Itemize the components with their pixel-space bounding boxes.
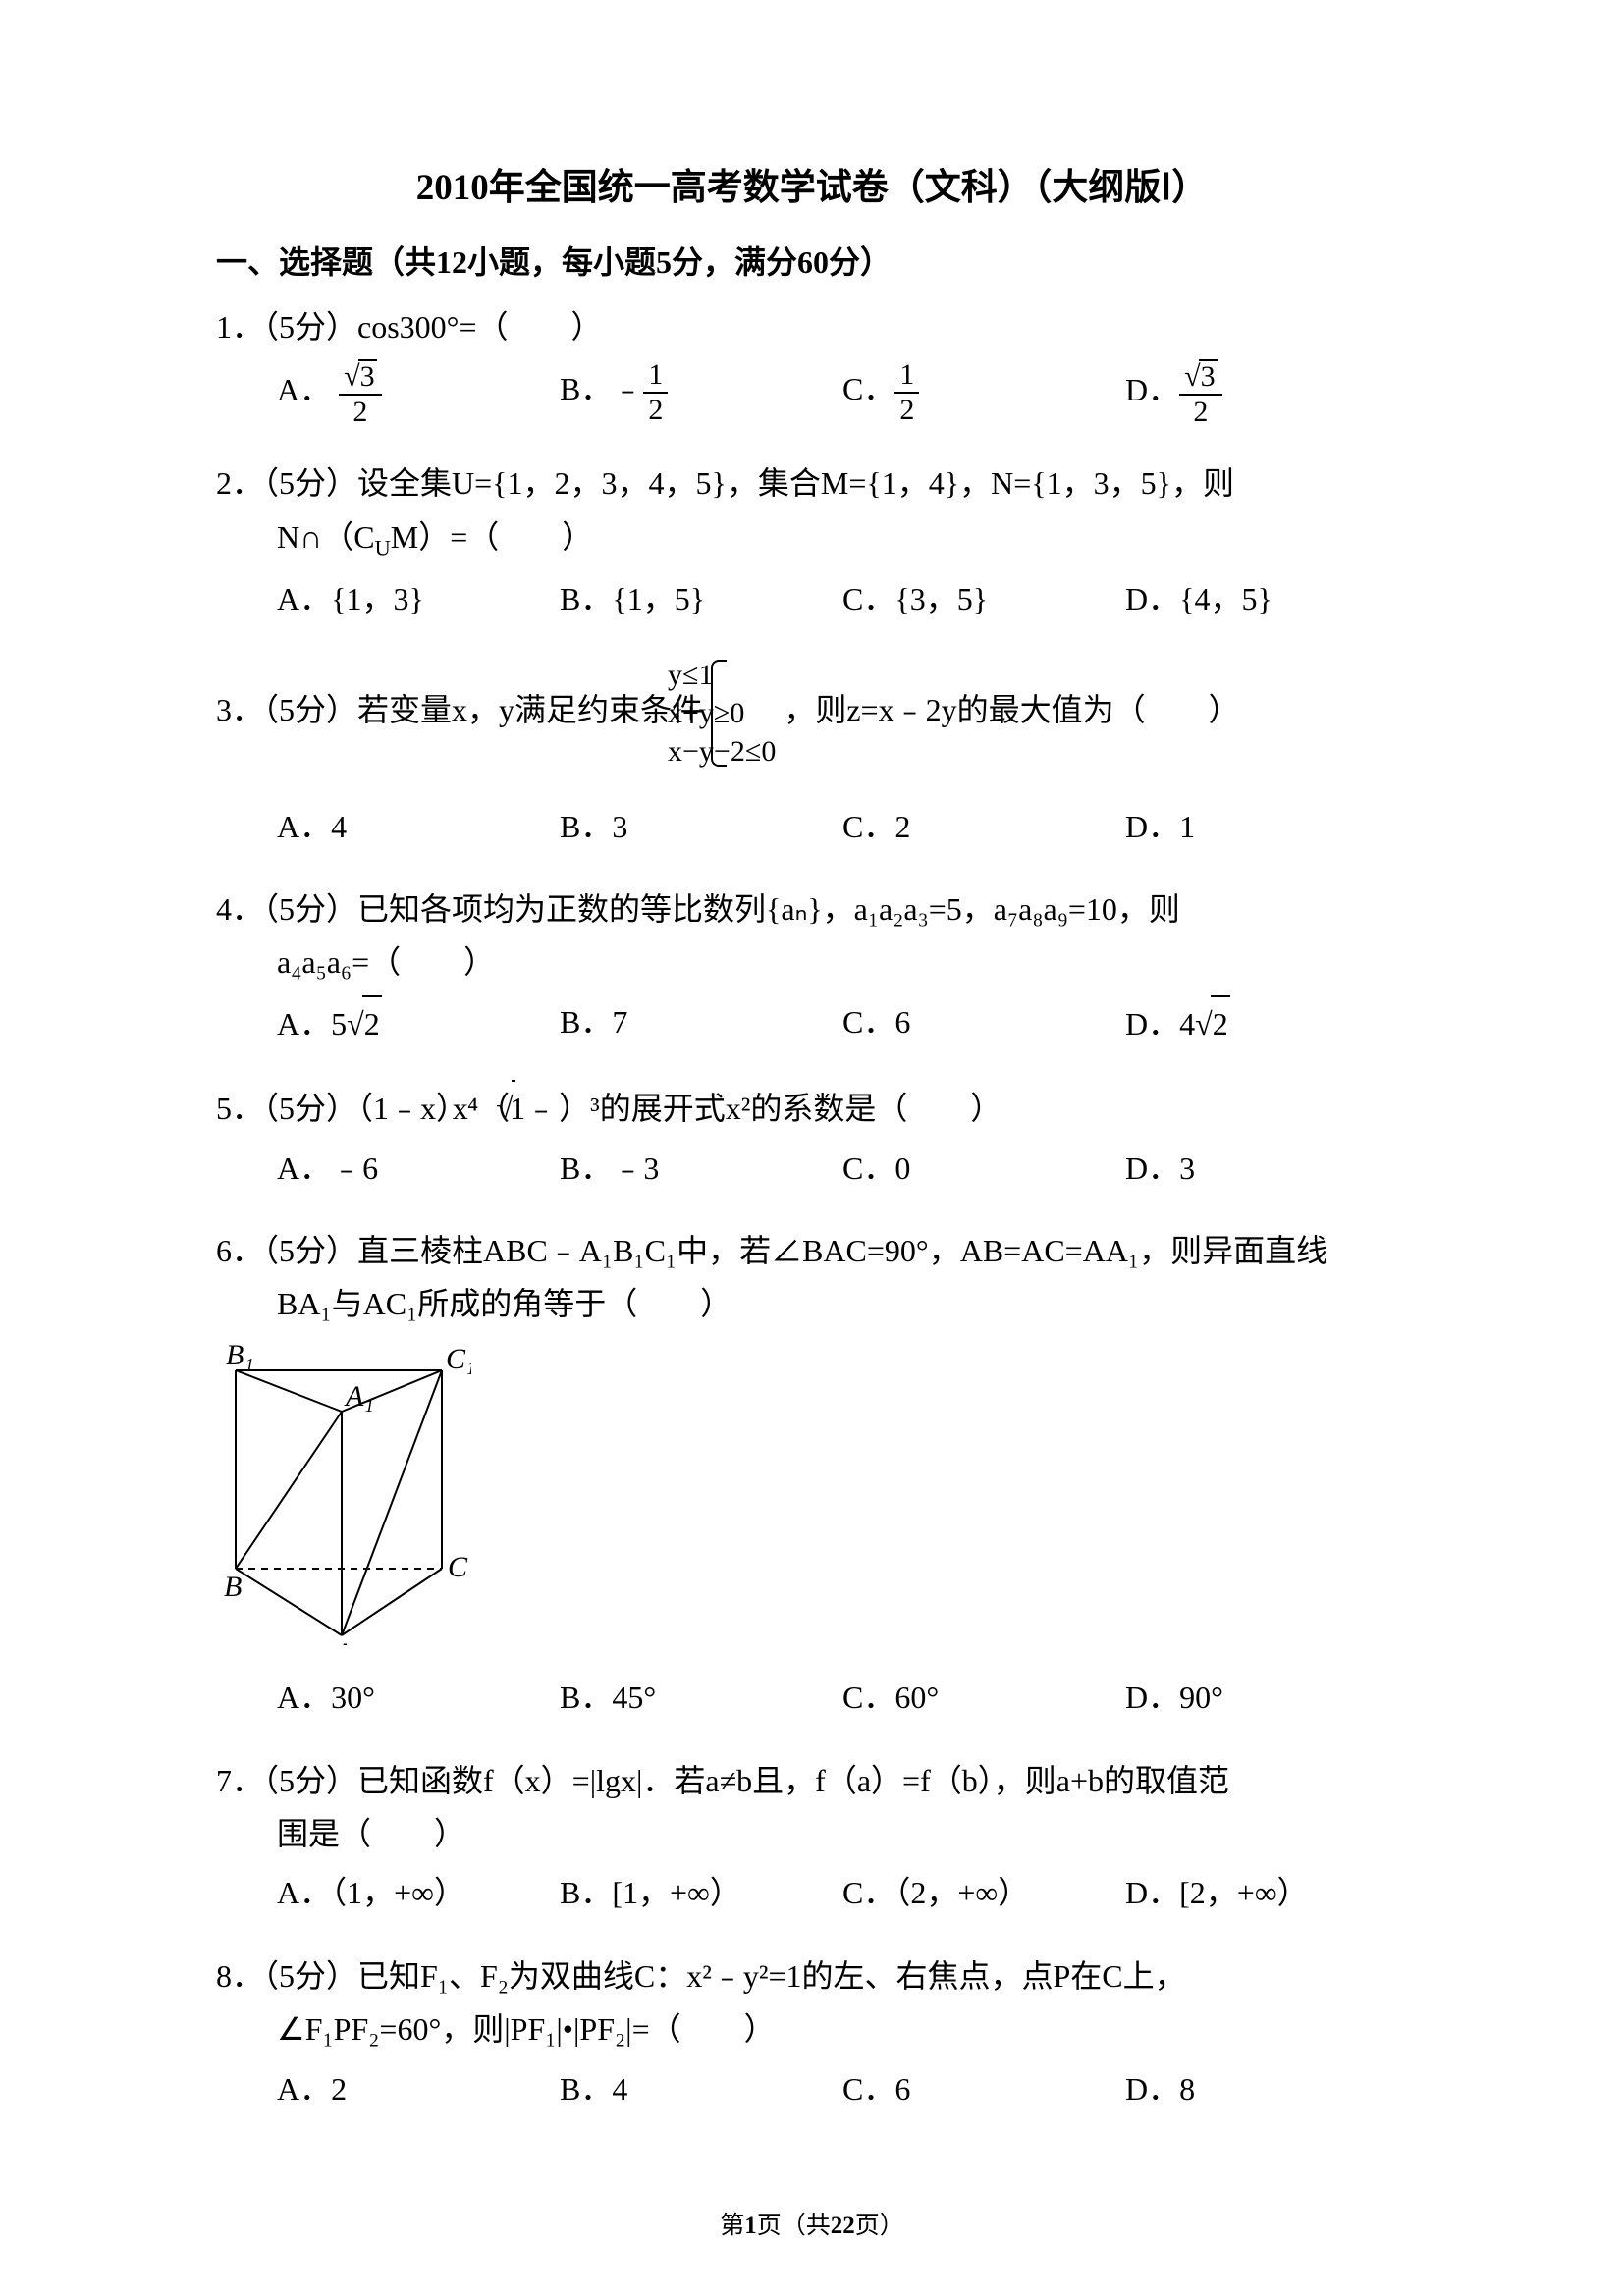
q8-stem2: ∠F₁PF₂=60°，则|PF₁|•|PF₂|=（ ） <box>216 2002 1408 2056</box>
q1-option-C: C．12 <box>842 359 1125 427</box>
svg-text:B: B <box>224 1571 242 1603</box>
q7-stem: 7．（5分）已知函数f（x）=|lgx|．若a≠b且，f（a）=f（b），则a+… <box>216 1754 1408 1807</box>
q5-option-B: B．﹣3 <box>560 1142 842 1195</box>
q8-option-A: A．2 <box>277 2062 560 2115</box>
q6-option-D: D．90° <box>1125 1671 1408 1724</box>
sqrt-icon: 3 <box>1184 359 1217 393</box>
q5-option-D: D．3 <box>1125 1142 1408 1195</box>
q4-option-C: C．6 <box>842 995 1125 1050</box>
q5-option-C: C．0 <box>842 1142 1125 1195</box>
q3-option-B: B．3 <box>560 800 842 853</box>
brace-left-icon: y≤1 x+y≥0 x−y−2≤0 <box>711 656 776 771</box>
svg-text:C: C <box>448 1551 468 1583</box>
q2-stem: 2．（5分）设全集U={1，2，3，4，5}，集合M={1，4}，N={1，3，… <box>216 456 1408 509</box>
svg-text:B₁: B₁ <box>226 1341 254 1371</box>
q2-option-B: B．{1，5} <box>560 572 842 625</box>
question-3: 3．（5分）若变量x，y满足约束条件 y≤1 x+y≥0 x−y−2≤0 ，则z… <box>216 656 1408 853</box>
question-2: 2．（5分）设全集U={1，2，3，4，5}，集合M={1，4}，N={1，3，… <box>216 456 1408 625</box>
sqrt-icon: 2 <box>1195 995 1230 1050</box>
q7-option-C: C．（2，+∞） <box>842 1866 1125 1919</box>
q6-option-C: C．60° <box>842 1671 1125 1724</box>
q5-options: A．﹣6 B．﹣3 C．0 D．3 <box>216 1142 1408 1195</box>
triangular-prism-icon: B₁ C₁ A₁ B C A <box>216 1341 471 1645</box>
q5-stem: 5．（5分）（1﹣x）⁴（1﹣x）³的展开式x²的系数是（ ） <box>216 1080 1408 1135</box>
exam-page: 2010年全国统一高考数学试卷（文科）（大纲版Ⅰ） 一、选择题（共12小题，每小… <box>0 0 1624 2296</box>
question-7: 7．（5分）已知函数f（x）=|lgx|．若a≠b且，f（a）=f（b），则a+… <box>216 1754 1408 1920</box>
q5-option-A: A．﹣6 <box>277 1142 560 1195</box>
prism-figure: B₁ C₁ A₁ B C A <box>216 1341 1408 1661</box>
page-title: 2010年全国统一高考数学试卷（文科）（大纲版Ⅰ） <box>216 157 1408 210</box>
q8-options: A．2 B．4 C．6 D．8 <box>216 2062 1408 2115</box>
q7-option-A: A．（1，+∞） <box>277 1866 560 1919</box>
question-4: 4．（5分）已知各项均为正数的等比数列{aₙ}，a₁a₂a₃=5，a₇a₈a₉=… <box>216 882 1408 1050</box>
q3-stem: 3．（5分）若变量x，y满足约束条件 y≤1 x+y≥0 x−y−2≤0 ，则z… <box>216 656 1408 771</box>
q4-option-B: B．7 <box>560 995 842 1050</box>
question-8: 8．（5分）已知F₁、F₂为双曲线C：x²﹣y²=1的左、右焦点，点P在C上， … <box>216 1949 1408 2115</box>
q1-options: A． 3 2 B．﹣12 C．12 D．32 <box>216 359 1408 427</box>
q6-options: A．30° B．45° C．60° D．90° <box>216 1671 1408 1724</box>
page-footer: 第1页（共22页） <box>0 2206 1624 2241</box>
q2-option-C: C．{3，5} <box>842 572 1125 625</box>
question-6: 6．（5分）直三棱柱ABC﹣A₁B₁C₁中，若∠BAC=90°，AB=AC=AA… <box>216 1224 1408 1725</box>
question-5: 5．（5分）（1﹣x）⁴（1﹣x）³的展开式x²的系数是（ ） A．﹣6 B．﹣… <box>216 1080 1408 1195</box>
q1-option-A: A． 3 2 <box>277 359 560 427</box>
q6-stem: 6．（5分）直三棱柱ABC﹣A₁B₁C₁中，若∠BAC=90°，AB=AC=AA… <box>216 1224 1408 1277</box>
q4-stem2: a₄a₅a₆=（ ） <box>216 935 1408 988</box>
section-1-header: 一、选择题（共12小题，每小题5分，满分60分） <box>216 238 1408 283</box>
q3-option-C: C．2 <box>842 800 1125 853</box>
q4-option-A: A．52 <box>277 995 560 1050</box>
svg-text:A₁: A₁ <box>344 1380 374 1413</box>
q8-option-B: B．4 <box>560 2062 842 2115</box>
q3-option-D: D．1 <box>1125 800 1408 853</box>
q7-option-D: D．[2，+∞） <box>1125 1866 1408 1919</box>
svg-text:C₁: C₁ <box>446 1343 471 1375</box>
q4-option-D: D．42 <box>1125 995 1408 1050</box>
question-1: 1．（5分）cos300°=（ ） A． 3 2 B．﹣12 C．12 D．32 <box>216 300 1408 427</box>
q4-stem: 4．（5分）已知各项均为正数的等比数列{aₙ}，a₁a₂a₃=5，a₇a₈a₉=… <box>216 882 1408 935</box>
q3-options: A．4 B．3 C．2 D．1 <box>216 800 1408 853</box>
q8-option-C: C．6 <box>842 2062 1125 2115</box>
q7-options: A．（1，+∞） B．[1，+∞） C．（2，+∞） D．[2，+∞） <box>216 1866 1408 1919</box>
q6-option-A: A．30° <box>277 1671 560 1724</box>
q1-stem: 1．（5分）cos300°=（ ） <box>216 300 1408 353</box>
q2-options: A．{1，3} B．{1，5} C．{3，5} D．{4，5} <box>216 572 1408 625</box>
sqrt-icon: 3 <box>344 359 376 393</box>
svg-text:A: A <box>332 1637 352 1645</box>
q7-option-B: B．[1，+∞） <box>560 1866 842 1919</box>
sqrt-icon: x <box>557 1080 559 1135</box>
q4-options: A．52 B．7 C．6 D．42 <box>216 995 1408 1050</box>
q1-option-D: D．32 <box>1125 359 1408 427</box>
q2-option-A: A．{1，3} <box>277 572 560 625</box>
q7-stem2: 围是（ ） <box>216 1807 1408 1860</box>
q3-option-A: A．4 <box>277 800 560 853</box>
q8-stem: 8．（5分）已知F₁、F₂为双曲线C：x²﹣y²=1的左、右焦点，点P在C上， <box>216 1949 1408 2002</box>
q2-option-D: D．{4，5} <box>1125 572 1408 625</box>
q8-option-D: D．8 <box>1125 2062 1408 2115</box>
q6-option-B: B．45° <box>560 1671 842 1724</box>
sqrt-icon: 2 <box>347 995 382 1050</box>
q6-stem2: BA₁与AC₁所成的角等于（ ） <box>216 1277 1408 1330</box>
q2-stem2: N∩（CUM）=（ ） <box>277 519 593 555</box>
q1-option-B: B．﹣12 <box>560 359 842 427</box>
